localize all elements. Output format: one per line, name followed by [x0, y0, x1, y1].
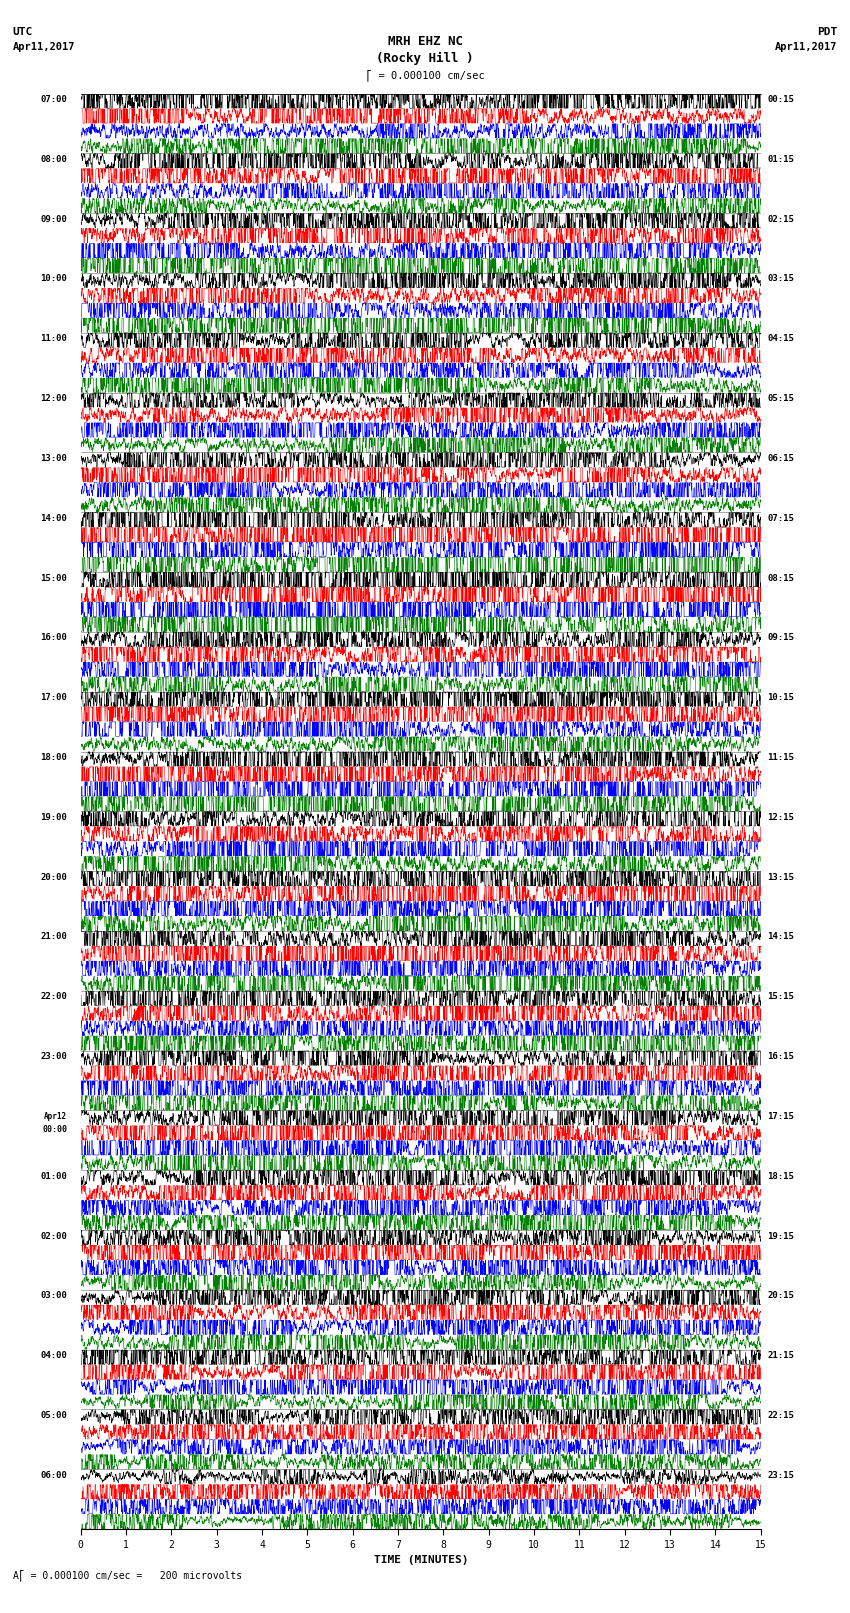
Text: 06:15: 06:15: [768, 453, 795, 463]
Text: 20:00: 20:00: [40, 873, 67, 882]
Text: 19:15: 19:15: [768, 1232, 795, 1240]
Text: UTC: UTC: [13, 27, 33, 37]
Text: 11:00: 11:00: [40, 334, 67, 344]
Text: 08:00: 08:00: [40, 155, 67, 165]
Text: 16:15: 16:15: [768, 1052, 795, 1061]
Text: 14:00: 14:00: [40, 515, 67, 523]
Text: 07:00: 07:00: [40, 95, 67, 105]
Text: 11:15: 11:15: [768, 753, 795, 761]
Text: (Rocky Hill ): (Rocky Hill ): [377, 52, 473, 65]
Text: Apr11,2017: Apr11,2017: [774, 42, 837, 52]
Text: 06:00: 06:00: [40, 1471, 67, 1479]
Text: 18:00: 18:00: [40, 753, 67, 761]
Text: 22:15: 22:15: [768, 1411, 795, 1419]
Text: 18:15: 18:15: [768, 1171, 795, 1181]
Text: 17:00: 17:00: [40, 694, 67, 702]
Text: 12:00: 12:00: [40, 394, 67, 403]
Text: 17:15: 17:15: [768, 1111, 795, 1121]
Text: 05:15: 05:15: [768, 394, 795, 403]
Text: 01:15: 01:15: [768, 155, 795, 165]
Text: 09:15: 09:15: [768, 634, 795, 642]
X-axis label: TIME (MINUTES): TIME (MINUTES): [373, 1555, 468, 1565]
Text: 01:00: 01:00: [40, 1171, 67, 1181]
Text: 05:00: 05:00: [40, 1411, 67, 1419]
Text: 03:00: 03:00: [40, 1292, 67, 1300]
Text: 04:00: 04:00: [40, 1352, 67, 1360]
Text: 12:15: 12:15: [768, 813, 795, 823]
Text: 23:15: 23:15: [768, 1471, 795, 1479]
Text: 14:15: 14:15: [768, 932, 795, 942]
Text: MRH EHZ NC: MRH EHZ NC: [388, 35, 462, 48]
Text: 09:00: 09:00: [40, 215, 67, 224]
Text: A⎡ = 0.000100 cm/sec =   200 microvolts: A⎡ = 0.000100 cm/sec = 200 microvolts: [13, 1569, 242, 1581]
Text: 02:00: 02:00: [40, 1232, 67, 1240]
Text: 08:15: 08:15: [768, 574, 795, 582]
Text: 21:00: 21:00: [40, 932, 67, 942]
Text: 03:15: 03:15: [768, 274, 795, 284]
Text: 04:15: 04:15: [768, 334, 795, 344]
Text: 16:00: 16:00: [40, 634, 67, 642]
Text: 22:00: 22:00: [40, 992, 67, 1002]
Text: 23:00: 23:00: [40, 1052, 67, 1061]
Text: 02:15: 02:15: [768, 215, 795, 224]
Text: ⎡ = 0.000100 cm/sec: ⎡ = 0.000100 cm/sec: [366, 69, 484, 81]
Text: 20:15: 20:15: [768, 1292, 795, 1300]
Text: 15:00: 15:00: [40, 574, 67, 582]
Text: 15:15: 15:15: [768, 992, 795, 1002]
Text: PDT: PDT: [817, 27, 837, 37]
Text: 19:00: 19:00: [40, 813, 67, 823]
Text: 21:15: 21:15: [768, 1352, 795, 1360]
Text: 10:15: 10:15: [768, 694, 795, 702]
Text: Apr11,2017: Apr11,2017: [13, 42, 76, 52]
Text: 07:15: 07:15: [768, 515, 795, 523]
Text: 10:00: 10:00: [40, 274, 67, 284]
Text: Apr12: Apr12: [44, 1111, 67, 1121]
Text: 13:15: 13:15: [768, 873, 795, 882]
Text: 00:15: 00:15: [768, 95, 795, 105]
Text: 00:00: 00:00: [42, 1126, 67, 1134]
Text: 13:00: 13:00: [40, 453, 67, 463]
